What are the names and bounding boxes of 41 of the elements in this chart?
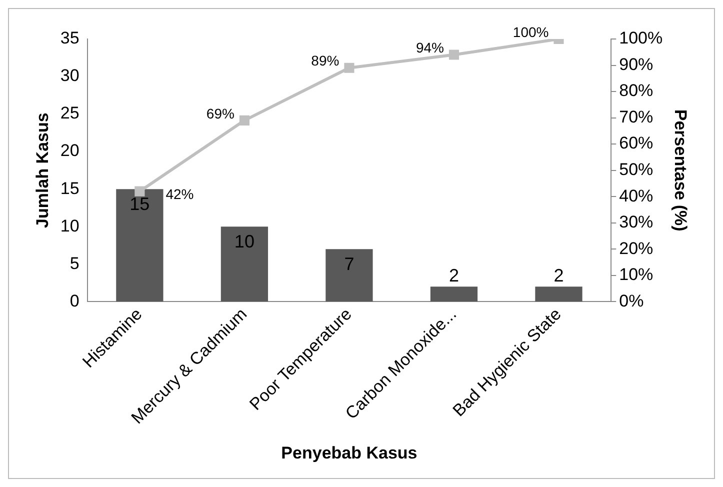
data-label: 2 <box>448 266 459 286</box>
data-label: 42% <box>166 186 194 202</box>
y2-tick-label: 30% <box>619 212 654 232</box>
y2-tick-label: 90% <box>619 54 654 74</box>
data-label: 69% <box>206 105 234 122</box>
y-axis-title: Jumlah Kasus <box>32 112 52 228</box>
y-tick-label: 35 <box>60 28 80 48</box>
y2-tick-label: 100% <box>619 28 663 48</box>
point <box>239 115 250 126</box>
data-label: 2 <box>554 266 564 286</box>
bar <box>535 286 582 302</box>
data-label: 7 <box>344 254 354 274</box>
bar <box>116 189 164 302</box>
point <box>448 50 460 60</box>
y2-tick-label: 0% <box>619 291 644 310</box>
data-label: 15 <box>130 194 150 214</box>
point <box>344 62 354 73</box>
bar <box>326 249 373 302</box>
y2-tick-label: 20% <box>619 238 654 258</box>
y-tick-label: 20 <box>60 141 80 160</box>
bar <box>220 226 268 302</box>
data-label: 89% <box>311 52 340 69</box>
y-tick-label: 10 <box>60 216 80 236</box>
y2-tick-label: 40% <box>619 186 654 206</box>
y-tick-label: 5 <box>70 254 80 273</box>
x-axis-title: Penyebab Kasus <box>281 443 418 462</box>
y2-tick-label: 10% <box>619 265 654 284</box>
y2-tick-label: 60% <box>619 134 654 153</box>
y-tick-label: 15 <box>60 178 80 198</box>
y2-axis-title: Persentase (%) <box>671 109 690 232</box>
bar <box>430 286 478 302</box>
data-label: 10 <box>234 232 254 252</box>
point <box>134 186 145 196</box>
y-tick-label: 30 <box>60 66 80 86</box>
y2-tick-label: 80% <box>619 81 654 100</box>
data-label: 94% <box>416 40 444 56</box>
data-label: 100% <box>512 24 549 40</box>
y2-tick-label: 50% <box>619 160 654 180</box>
y2-tick-label: 70% <box>619 107 654 126</box>
y-tick-label: 25 <box>60 104 80 123</box>
y-tick-label: 0 <box>70 291 80 310</box>
